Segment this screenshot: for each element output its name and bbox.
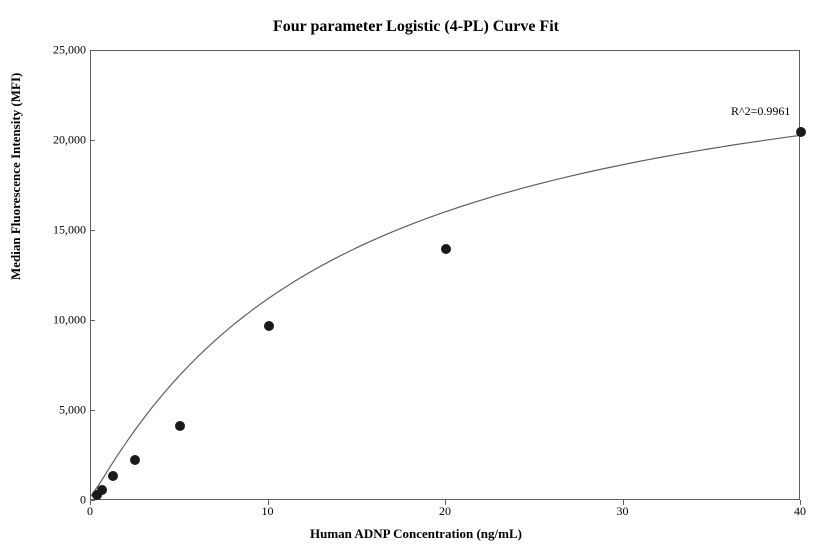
fit-curve — [91, 51, 801, 501]
r-squared-annotation: R^2=0.9961 — [731, 104, 790, 119]
y-axis-label: Median Fluorescence Intensity (MFI) — [8, 73, 24, 280]
y-tick-label: 25,000 — [36, 43, 86, 58]
x-tick-mark — [268, 500, 269, 505]
y-tick-label: 20,000 — [36, 133, 86, 148]
y-tick-label: 15,000 — [36, 223, 86, 238]
y-tick-mark — [90, 410, 95, 411]
chart-title: Four parameter Logistic (4-PL) Curve Fit — [0, 18, 832, 36]
data-point — [264, 321, 274, 331]
x-tick-mark — [90, 500, 91, 505]
x-tick-label: 10 — [262, 504, 274, 519]
y-tick-label: 5,000 — [36, 403, 86, 418]
x-tick-label: 20 — [439, 504, 451, 519]
x-tick-mark — [800, 500, 801, 505]
chart-container: Four parameter Logistic (4-PL) Curve Fit… — [0, 0, 832, 560]
y-tick-label: 10,000 — [36, 313, 86, 328]
y-tick-mark — [90, 140, 95, 141]
data-point — [130, 455, 140, 465]
x-tick-mark — [445, 500, 446, 505]
x-axis-label: Human ADNP Concentration (ng/mL) — [0, 526, 832, 542]
data-point — [108, 471, 118, 481]
data-point — [796, 127, 806, 137]
plot-area: R^2=0.9961 — [90, 50, 800, 500]
x-tick-label: 40 — [794, 504, 806, 519]
y-tick-mark — [90, 320, 95, 321]
y-tick-mark — [90, 230, 95, 231]
data-point — [97, 485, 107, 495]
data-point — [175, 421, 185, 431]
x-tick-mark — [623, 500, 624, 505]
data-point — [441, 244, 451, 254]
y-tick-mark — [90, 50, 95, 51]
y-tick-label: 0 — [36, 493, 86, 508]
x-tick-label: 0 — [87, 504, 93, 519]
x-tick-label: 30 — [617, 504, 629, 519]
